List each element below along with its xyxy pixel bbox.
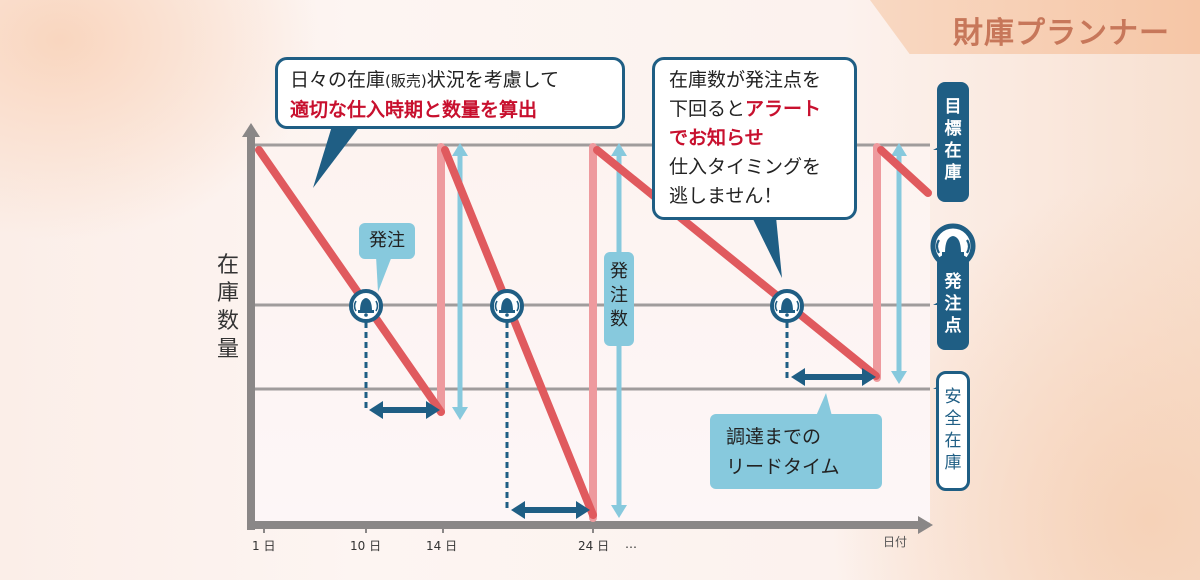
callout-right: 在庫数が発注点を 下回るとアラート でお知らせ 仕入タイミングを 逃しません！ — [652, 57, 857, 220]
callout-right-tail — [752, 217, 782, 278]
x-tick-1: 1 日 — [252, 539, 276, 553]
inventory-line — [255, 146, 932, 519]
x-axis-label: 日付 — [883, 535, 908, 549]
x-tick-ellipsis: … — [625, 537, 637, 551]
lead-time-arrow-3 — [791, 368, 876, 386]
order-quantity-arrow-3 — [891, 143, 907, 384]
bell-alert-icon — [770, 289, 804, 323]
order-quantity-label: 発 注 数 — [604, 252, 634, 346]
callout-left: 日々の在庫(販売)状況を考慮して 適切な仕入時期と数量を算出 — [275, 57, 625, 129]
x-tick-24: 24 日 — [578, 539, 610, 553]
x-tick-14: 14 日 — [426, 539, 458, 553]
target-stock-tag: 目 標 在 庫 — [937, 82, 969, 202]
bell-alert-icon — [490, 289, 524, 323]
y-axis-arrow-icon — [242, 123, 260, 137]
lead-time-dashes — [364, 322, 789, 512]
callout-left-tail — [313, 126, 360, 188]
lead-time-arrow-1 — [369, 401, 440, 419]
reorder-point-tag: 発 注 点 — [937, 255, 969, 350]
safety-stock-tag: 安 全 在 庫 — [936, 371, 970, 491]
x-tick-10: 10 日 — [350, 539, 382, 553]
bell-alert-icon — [349, 289, 383, 323]
x-axis-arrow-icon — [918, 516, 933, 534]
lead-time-bubble: 調達までの リードタイム — [710, 414, 882, 489]
brand-title: 財庫プランナー — [953, 16, 1170, 51]
lead-time-arrow-2 — [511, 501, 590, 519]
brand-banner — [870, 0, 1200, 54]
callout-left-highlight: 適切な仕入時期と数量を算出 — [290, 99, 538, 121]
y-axis-label: 在 庫 数 量 — [216, 253, 239, 362]
order-bubble: 発注 — [359, 223, 415, 259]
